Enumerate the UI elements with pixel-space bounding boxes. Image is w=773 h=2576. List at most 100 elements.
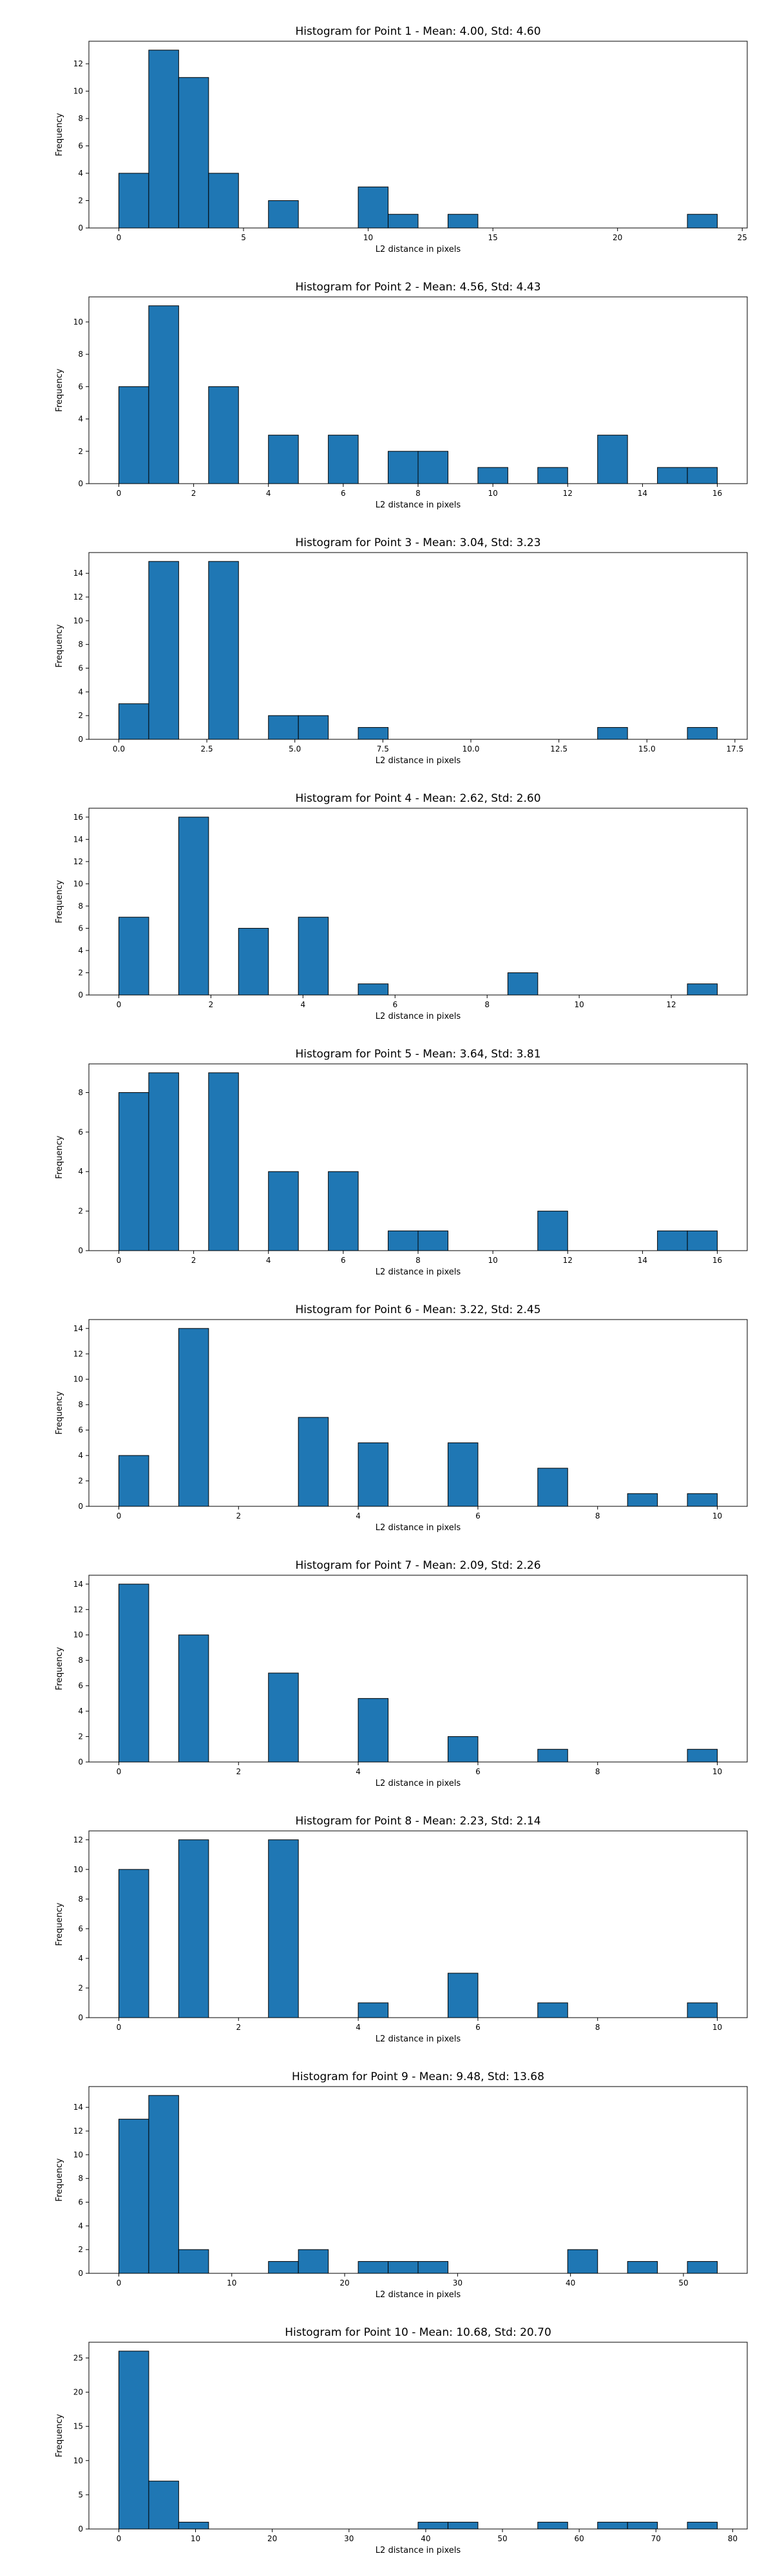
y-tick-label: 2: [78, 1984, 83, 1993]
x-tick-label: 0: [117, 1256, 122, 1265]
chart-title: Histogram for Point 6 - Mean: 3.22, Std:…: [295, 1303, 540, 1316]
x-tick-label: 4: [266, 1256, 271, 1265]
histogram-bar: [417, 2521, 448, 2530]
y-tick-label: 2: [78, 711, 83, 720]
y-tick-label: 2: [78, 447, 83, 456]
histogram-bar: [687, 2261, 718, 2274]
y-tick-label: 8: [78, 1400, 83, 1409]
x-tick-label: 10: [488, 489, 497, 498]
y-tick-label: 25: [73, 2353, 83, 2362]
histogram-bar: [447, 1442, 479, 1507]
histogram-bar: [358, 1698, 389, 1763]
histogram-bar: [178, 2249, 209, 2274]
x-tick-label: 40: [421, 2534, 430, 2543]
histogram-bar: [268, 200, 299, 229]
x-axis-label: L2 distance in pixels: [376, 245, 461, 254]
x-tick-label: 20: [267, 2534, 277, 2543]
x-tick-label: 2: [209, 1000, 214, 1009]
histogram-bar: [687, 2002, 718, 2018]
y-axis-label: Frequency: [55, 113, 64, 156]
histogram-panel-4: Histogram for Point 4 - Mean: 2.62, Std:…: [55, 792, 748, 1021]
histogram-bar: [148, 2095, 179, 2274]
histogram-bar: [268, 2261, 299, 2274]
y-tick-label: 12: [73, 2126, 83, 2136]
chart-title: Histogram for Point 3 - Mean: 3.04, Std:…: [295, 536, 540, 549]
plot-frame: [88, 808, 748, 996]
y-tick-label: 8: [78, 1088, 83, 1097]
x-tick-label: 20: [613, 233, 622, 242]
histogram-bar: [537, 1748, 568, 1763]
histogram-bar: [358, 2002, 389, 2018]
x-tick-label: 25: [738, 233, 747, 242]
y-axis-label: Frequency: [55, 880, 64, 923]
histogram-bar: [687, 1230, 718, 1251]
y-tick-label: 14: [73, 2103, 83, 2112]
histogram-bar: [268, 715, 299, 740]
y-tick-label: 10: [73, 1865, 83, 1874]
y-tick-label: 6: [78, 1681, 83, 1690]
y-tick-label: 8: [78, 1895, 83, 1904]
y-tick-label: 12: [73, 1605, 83, 1614]
y-tick-label: 0: [78, 479, 83, 488]
histogram-bar: [268, 435, 299, 484]
histogram-bar: [208, 561, 239, 740]
y-tick-label: 0: [78, 2524, 83, 2533]
y-tick-label: 8: [78, 1656, 83, 1665]
y-tick-label: 10: [73, 879, 83, 888]
x-tick-label: 8: [595, 2023, 600, 2032]
histogram-bar: [118, 1584, 149, 1763]
histogram-bar: [388, 1230, 419, 1251]
histogram-bar: [118, 2351, 149, 2530]
histogram-bar: [118, 1455, 149, 1507]
histogram-panel-7: Histogram for Point 7 - Mean: 2.09, Std:…: [55, 1559, 748, 1788]
x-tick-label: 6: [341, 489, 346, 498]
y-tick-label: 0: [78, 1246, 83, 1255]
x-axis-label: L2 distance in pixels: [376, 2034, 461, 2044]
x-tick-label: 14: [638, 1256, 647, 1265]
plot-frame: [88, 1319, 748, 1507]
y-tick-label: 16: [73, 813, 83, 822]
histogram-bar: [417, 2261, 448, 2274]
x-tick-label: 16: [712, 1256, 722, 1265]
chart-title: Histogram for Point 9 - Mean: 9.48, Std:…: [292, 2070, 544, 2083]
chart-title: Histogram for Point 4 - Mean: 2.62, Std:…: [295, 792, 540, 805]
x-tick-label: 70: [651, 2534, 661, 2543]
y-tick-label: 14: [73, 835, 83, 844]
x-tick-label: 8: [415, 1256, 421, 1265]
y-tick-label: 12: [73, 1835, 83, 1844]
x-tick-label: 2.5: [201, 744, 213, 753]
histogram-bar: [148, 1072, 179, 1251]
chart-title: Histogram for Point 1 - Mean: 4.00, Std:…: [295, 25, 540, 38]
x-tick-label: 12.5: [550, 744, 568, 753]
x-tick-label: 4: [356, 1511, 361, 1520]
histogram-bar: [687, 727, 718, 740]
x-tick-label: 2: [236, 1511, 241, 1520]
x-tick-label: 20: [339, 2278, 349, 2287]
y-axis-label: Frequency: [55, 624, 64, 667]
histogram-panel-3: Histogram for Point 3 - Mean: 3.04, Std:…: [55, 536, 748, 766]
histogram-bar: [118, 2119, 149, 2274]
x-tick-label: 8: [595, 1767, 600, 1776]
histogram-bar: [178, 77, 209, 229]
x-tick-label: 12: [666, 1000, 676, 1009]
y-tick-label: 10: [73, 1375, 83, 1384]
histogram-bar: [597, 435, 628, 484]
histogram-bar: [388, 451, 419, 484]
x-tick-label: 0: [117, 2023, 122, 2032]
x-tick-label: 0: [117, 2278, 122, 2287]
histogram-bar: [687, 1748, 718, 1763]
x-tick-label: 4: [266, 489, 271, 498]
histogram-bar: [148, 50, 179, 229]
x-tick-label: 10: [712, 2023, 722, 2032]
x-tick-label: 6: [475, 1767, 481, 1776]
x-tick-label: 0: [117, 233, 122, 242]
y-tick-label: 5: [78, 2490, 83, 2499]
histogram-panel-2: Histogram for Point 2 - Mean: 4.56, Std:…: [55, 281, 748, 510]
y-tick-label: 14: [73, 1580, 83, 1589]
histogram-bar: [687, 1493, 718, 1507]
y-tick-label: 6: [78, 2198, 83, 2207]
histogram-panel-5: Histogram for Point 5 - Mean: 3.64, Std:…: [55, 1048, 748, 1277]
x-tick-label: 30: [453, 2278, 463, 2287]
y-tick-label: 4: [78, 2221, 83, 2230]
histogram-bar: [178, 2521, 209, 2530]
